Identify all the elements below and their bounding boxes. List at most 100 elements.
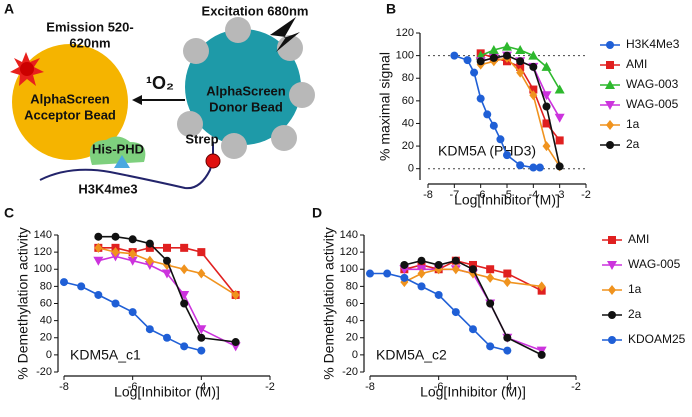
donor-decoration <box>177 17 315 159</box>
data-point <box>450 51 459 60</box>
y-tick-label: 120 <box>396 27 414 39</box>
y-axis-title: % maximal signal <box>377 52 393 161</box>
data-point <box>554 84 565 94</box>
phd-domain <box>89 136 146 165</box>
legend-label: 1a <box>626 117 640 131</box>
data-point <box>469 265 477 274</box>
x-tick-label: -2 <box>581 189 591 201</box>
acceptor-label: AlphaScreen <box>30 91 110 106</box>
x-axis-title: Log[Inhibitor (M)] <box>454 192 560 208</box>
data-point <box>145 325 154 334</box>
data-point <box>231 289 240 300</box>
data-point <box>516 57 525 66</box>
data-point <box>469 325 477 334</box>
y-tick-label: 120 <box>340 246 358 258</box>
data-point <box>417 260 426 269</box>
donor-label: AlphaScreen <box>206 83 286 98</box>
legend-label: WAG-005 <box>626 97 679 111</box>
y-tick-label: 0 <box>352 349 358 361</box>
data-point <box>366 269 374 278</box>
biotin <box>205 153 221 169</box>
legend-marker <box>606 141 614 149</box>
acceptor-bead <box>12 44 128 160</box>
data-point <box>111 299 120 308</box>
series-line <box>404 268 542 352</box>
data-point <box>180 243 189 252</box>
arrow-head <box>132 95 142 105</box>
substrate-label: H3K4me3 <box>78 181 137 196</box>
legend-label: H3K4Me3 <box>626 37 680 51</box>
data-point <box>486 342 495 351</box>
data-point <box>555 162 564 171</box>
legend-marker <box>606 61 614 69</box>
y-tick-label: 100 <box>396 50 414 62</box>
x-tick-label: -7 <box>449 189 459 201</box>
legend-label: AMI <box>628 232 649 246</box>
x-axis-title: Log[Inhibitor (M)] <box>114 384 220 400</box>
legend-label: 2a <box>626 137 640 151</box>
emission-label: Emission 520- <box>46 19 133 34</box>
y-tick-label: 140 <box>340 229 358 241</box>
x-tick-label: -4 <box>502 381 512 393</box>
strep-label: Strep <box>185 131 218 146</box>
panel-label: D <box>312 205 322 221</box>
data-point <box>542 141 551 152</box>
data-point <box>231 338 240 347</box>
y-axis-title: % Demethylation activity <box>15 227 31 380</box>
data-point <box>162 269 172 279</box>
legend-label: 1a <box>628 282 642 296</box>
y-tick-label: 40 <box>40 315 52 327</box>
data-point <box>529 62 538 71</box>
data-point <box>94 232 103 241</box>
x-tick-label: -8 <box>59 381 69 393</box>
data-point <box>486 272 495 283</box>
y-tick-label: 20 <box>346 332 358 344</box>
data-point <box>451 308 460 317</box>
data-point <box>111 247 120 258</box>
x-tick-label: -6 <box>476 189 486 201</box>
data-point <box>197 346 206 355</box>
y-tick-label: 20 <box>40 332 52 344</box>
data-point <box>496 135 505 144</box>
data-point <box>529 163 538 172</box>
y-tick-label: 60 <box>346 297 358 309</box>
data-point <box>503 51 511 60</box>
x-tick-label: -5 <box>502 189 512 201</box>
legend-marker <box>608 285 616 295</box>
legend-marker <box>608 336 616 344</box>
data-point <box>417 256 426 265</box>
data-point <box>93 256 104 266</box>
data-point <box>528 50 539 60</box>
data-point <box>537 350 546 359</box>
acceptor-label: Acceptor Bead <box>24 107 116 122</box>
legend-marker <box>605 101 615 110</box>
data-point <box>555 136 564 145</box>
data-point <box>197 268 206 279</box>
data-point <box>400 260 409 269</box>
annotation: KDM5A (PHD3) <box>438 143 536 159</box>
data-point <box>163 256 171 265</box>
data-point <box>417 282 426 291</box>
y-tick-label: 80 <box>40 280 52 292</box>
emission-star-core <box>20 62 34 76</box>
legend-marker <box>608 311 616 319</box>
y-tick-label: 20 <box>402 140 414 152</box>
x-tick-label: -2 <box>265 381 275 393</box>
data-point <box>489 53 498 62</box>
data-point <box>463 56 472 65</box>
data-point <box>451 256 460 265</box>
y-tick-label: 100 <box>340 263 358 275</box>
emission-label: 620nm <box>69 35 110 50</box>
x-axis-title: Log[Inhibitor (M)] <box>420 384 526 400</box>
y-tick-label: 60 <box>402 95 414 107</box>
x-tick-label: -3 <box>555 189 565 201</box>
data-point <box>503 269 512 278</box>
data-point <box>502 41 512 51</box>
data-point <box>529 85 538 94</box>
data-point <box>196 325 207 335</box>
data-point <box>128 308 137 317</box>
histone-tip <box>114 155 130 168</box>
data-point <box>469 260 477 269</box>
data-point <box>535 163 544 172</box>
